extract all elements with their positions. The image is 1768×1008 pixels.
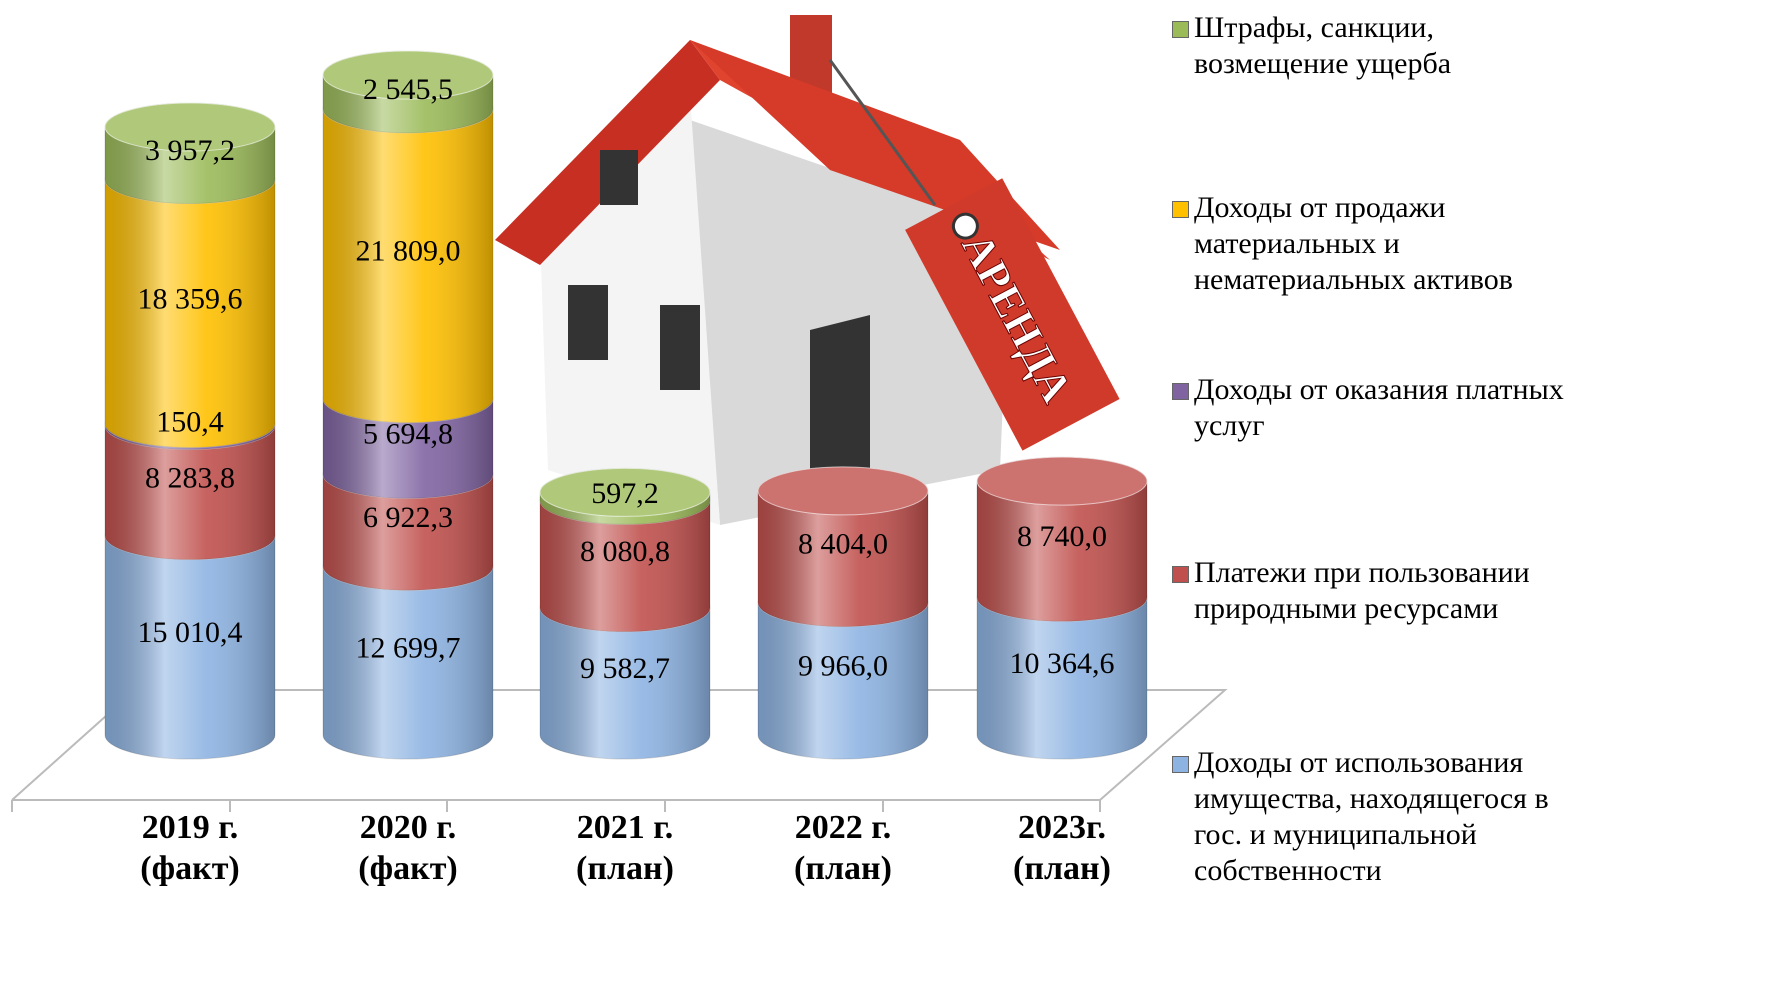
value-label: 21 809,0 xyxy=(356,235,461,268)
segment-shine xyxy=(977,573,1147,759)
value-label: 5 694,8 xyxy=(363,417,453,450)
value-label: 12 699,7 xyxy=(356,632,461,665)
value-label: 8 740,0 xyxy=(1017,520,1107,553)
value-label: 8 404,0 xyxy=(798,528,888,561)
legend-swatch xyxy=(1172,383,1189,400)
legend-swatch xyxy=(1172,21,1189,38)
segment-top-shine xyxy=(758,466,928,515)
segment-top xyxy=(104,102,276,152)
legend-entry: Доходы от использования имущества, наход… xyxy=(1172,745,1594,889)
x-tick-label: 2021 г. (план) xyxy=(576,809,674,887)
value-label: 597,2 xyxy=(591,477,659,510)
value-label: 2 545,5 xyxy=(363,73,453,106)
segment-shine xyxy=(105,155,275,448)
x-tick-label: 2023г. (план) xyxy=(1013,809,1111,887)
segment-top-shine xyxy=(323,51,493,99)
x-tick-label: 2020 г. (факт) xyxy=(358,809,458,887)
legend-entry: Доходы от оказания платных услуг xyxy=(1172,372,1594,444)
value-label: 6 922,3 xyxy=(363,501,453,534)
x-tick-label: 2019 г. (факт) xyxy=(140,809,240,887)
value-label: 150,4 xyxy=(156,405,224,438)
legend-entry: Доходы от продажи материальных и нематер… xyxy=(1172,190,1594,298)
value-label: 9 966,0 xyxy=(798,650,888,683)
segment-top xyxy=(539,467,711,517)
segment-top-shine xyxy=(977,457,1147,506)
value-label: 10 364,6 xyxy=(1010,647,1115,680)
segment-top-shine xyxy=(540,468,710,517)
segment-shine xyxy=(323,84,493,423)
value-label: 15 010,4 xyxy=(138,616,243,649)
segment-top-shine xyxy=(105,102,275,151)
value-label: 8 080,8 xyxy=(580,535,670,568)
legend-entry: Штрафы, санкции, возмещение ущерба xyxy=(1172,10,1594,82)
value-label: 8 283,8 xyxy=(145,461,235,494)
legend-entry: Платежи при пользовании природными ресур… xyxy=(1172,555,1594,627)
legend-swatch xyxy=(1172,566,1189,583)
segment-top xyxy=(976,456,1148,506)
legend-swatch xyxy=(1172,201,1189,218)
legend-swatch xyxy=(1172,756,1189,773)
value-label: 18 359,6 xyxy=(138,282,243,315)
segment-top xyxy=(322,50,494,100)
house-illustration: АРЕНДА xyxy=(495,15,1120,525)
segment-top xyxy=(757,466,929,516)
value-label: 3 957,2 xyxy=(145,134,235,167)
x-tick-label: 2022 г. (план) xyxy=(794,809,892,887)
value-label: 9 582,7 xyxy=(580,652,670,685)
segment-shine xyxy=(323,542,493,759)
segment-shine xyxy=(105,511,275,759)
